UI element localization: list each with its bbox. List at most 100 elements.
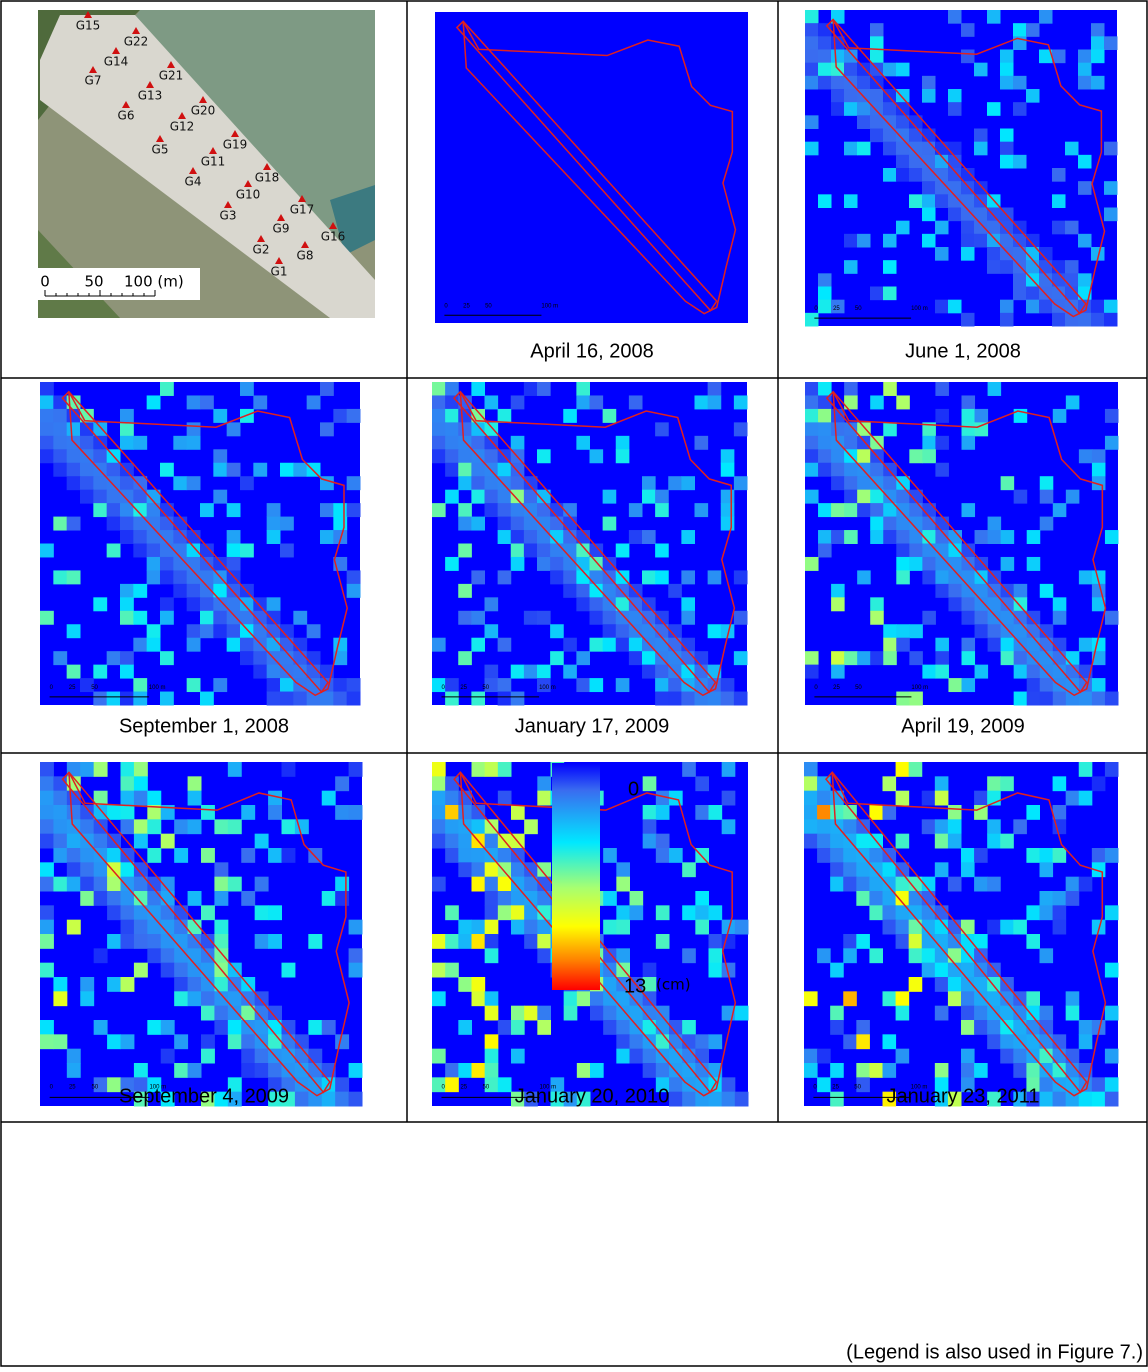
- heatmap-cell: [655, 422, 669, 436]
- heatmap-cell: [948, 102, 962, 116]
- heatmap-cell: [107, 490, 121, 504]
- heatmap-cell: [1104, 142, 1118, 156]
- heatmap-cell: [485, 920, 499, 935]
- heatmap-cell: [975, 557, 989, 571]
- heatmap-cell: [94, 877, 108, 892]
- heatmap-cell: [1000, 776, 1014, 791]
- heatmap-cell: [120, 517, 134, 531]
- heatmap-cell: [147, 791, 161, 806]
- heatmap-cell: [93, 476, 107, 490]
- panel-scale-label: 50: [855, 306, 862, 312]
- heatmap-cell: [1000, 991, 1014, 1006]
- heatmap-cell: [721, 517, 735, 531]
- heatmap-cell: [948, 142, 962, 156]
- heatmap-cell: [485, 991, 499, 1006]
- heatmap-cell: [590, 991, 604, 1006]
- heatmap-cell: [576, 557, 590, 571]
- heatmap-cell: [961, 1006, 975, 1021]
- heatmap-cell: [511, 805, 525, 820]
- heatmap-cell: [805, 490, 819, 504]
- heatmap-cell: [347, 409, 361, 423]
- heatmap-cell: [347, 692, 361, 706]
- heatmap-cell: [1079, 762, 1093, 777]
- heatmap-cell: [67, 570, 81, 584]
- heatmap-cell: [282, 762, 296, 777]
- heatmap-cell: [843, 877, 857, 892]
- heatmap-cell: [107, 1034, 121, 1049]
- heatmap-cell: [962, 597, 976, 611]
- heatmap-cell: [708, 570, 722, 584]
- heatmap-cell: [80, 991, 94, 1006]
- heatmap-cell: [975, 624, 989, 638]
- heatmap-cell: [870, 102, 884, 116]
- heatmap-cell: [347, 584, 361, 598]
- heatmap-cell: [843, 934, 857, 949]
- heatmap-cell: [174, 977, 188, 992]
- heatmap-cell: [228, 1034, 242, 1049]
- heatmap-cell: [1014, 597, 1028, 611]
- heatmap-cell: [511, 862, 525, 877]
- heatmap-cell: [643, 776, 657, 791]
- heatmap-cell: [40, 776, 54, 791]
- heatmap-cell: [708, 692, 722, 706]
- heatmap-cell: [240, 624, 254, 638]
- point-label: G9: [273, 222, 290, 236]
- heatmap-cell: [896, 1049, 910, 1064]
- heatmap-cell: [267, 611, 281, 625]
- heatmap-cell: [161, 905, 175, 920]
- heatmap-cell: [280, 544, 294, 558]
- heatmap-cell: [1092, 1077, 1106, 1092]
- heatmap-cell: [472, 877, 486, 892]
- heatmap-cell: [524, 1006, 538, 1021]
- heatmap-cell: [445, 805, 459, 820]
- heatmap-cell: [896, 221, 910, 235]
- heatmap-cell: [668, 678, 682, 692]
- heatmap-cell: [498, 1077, 512, 1092]
- heatmap-cell: [844, 194, 858, 208]
- heatmap-cell: [1066, 395, 1080, 409]
- heatmap-cell: [511, 1020, 525, 1035]
- heatmap-cell: [120, 692, 134, 706]
- heatmap-cell: [1053, 920, 1067, 935]
- heatmap-cell: [147, 848, 161, 863]
- figure: 0 50 100 (m) G1G2G3G4G5G6G7G8G9G10G11G12…: [0, 0, 1148, 1367]
- heatmap-cell: [485, 834, 499, 849]
- heatmap-cell: [721, 503, 735, 517]
- heatmap-cell: [120, 476, 134, 490]
- heatmap-cell: [642, 490, 656, 504]
- heatmap-cell: [948, 678, 962, 692]
- heatmap-cell: [655, 692, 669, 706]
- heatmap-cell: [485, 476, 499, 490]
- heatmap-cell: [844, 503, 858, 517]
- heatmap-cell: [432, 503, 446, 517]
- heatmap-cell: [498, 692, 512, 706]
- heatmap-cell: [524, 611, 538, 625]
- heatmap-cell: [1079, 877, 1093, 892]
- point-label: G13: [138, 89, 163, 103]
- heatmap-cell: [804, 1063, 818, 1078]
- heatmap-cell: [630, 1020, 644, 1035]
- heatmap-cell: [844, 530, 858, 544]
- heatmap-cell: [695, 848, 709, 863]
- heatmap-cell: [935, 409, 949, 423]
- heatmap-cell: [974, 877, 988, 892]
- heatmap-cell: [909, 557, 923, 571]
- heatmap-cell: [870, 597, 884, 611]
- heatmap-cell: [734, 395, 748, 409]
- heatmap-cell: [1040, 490, 1054, 504]
- heatmap-cell: [629, 503, 643, 517]
- heatmap-cell: [869, 848, 883, 863]
- heatmap: 02550100 m: [40, 382, 361, 706]
- heatmap-cell: [120, 651, 134, 665]
- heatmap-cell: [80, 848, 94, 863]
- heatmap-cell: [67, 463, 81, 477]
- heatmap-cell: [857, 570, 871, 584]
- heatmap-cell: [1000, 63, 1014, 77]
- heatmap-cell: [53, 1034, 67, 1049]
- heatmap-cell: [655, 490, 669, 504]
- heatmap-cell: [524, 530, 538, 544]
- heatmap-cell: [563, 517, 577, 531]
- heatmap-cell: [844, 476, 858, 490]
- heatmap-cell: [214, 1020, 228, 1035]
- heatmap-cell: [255, 905, 269, 920]
